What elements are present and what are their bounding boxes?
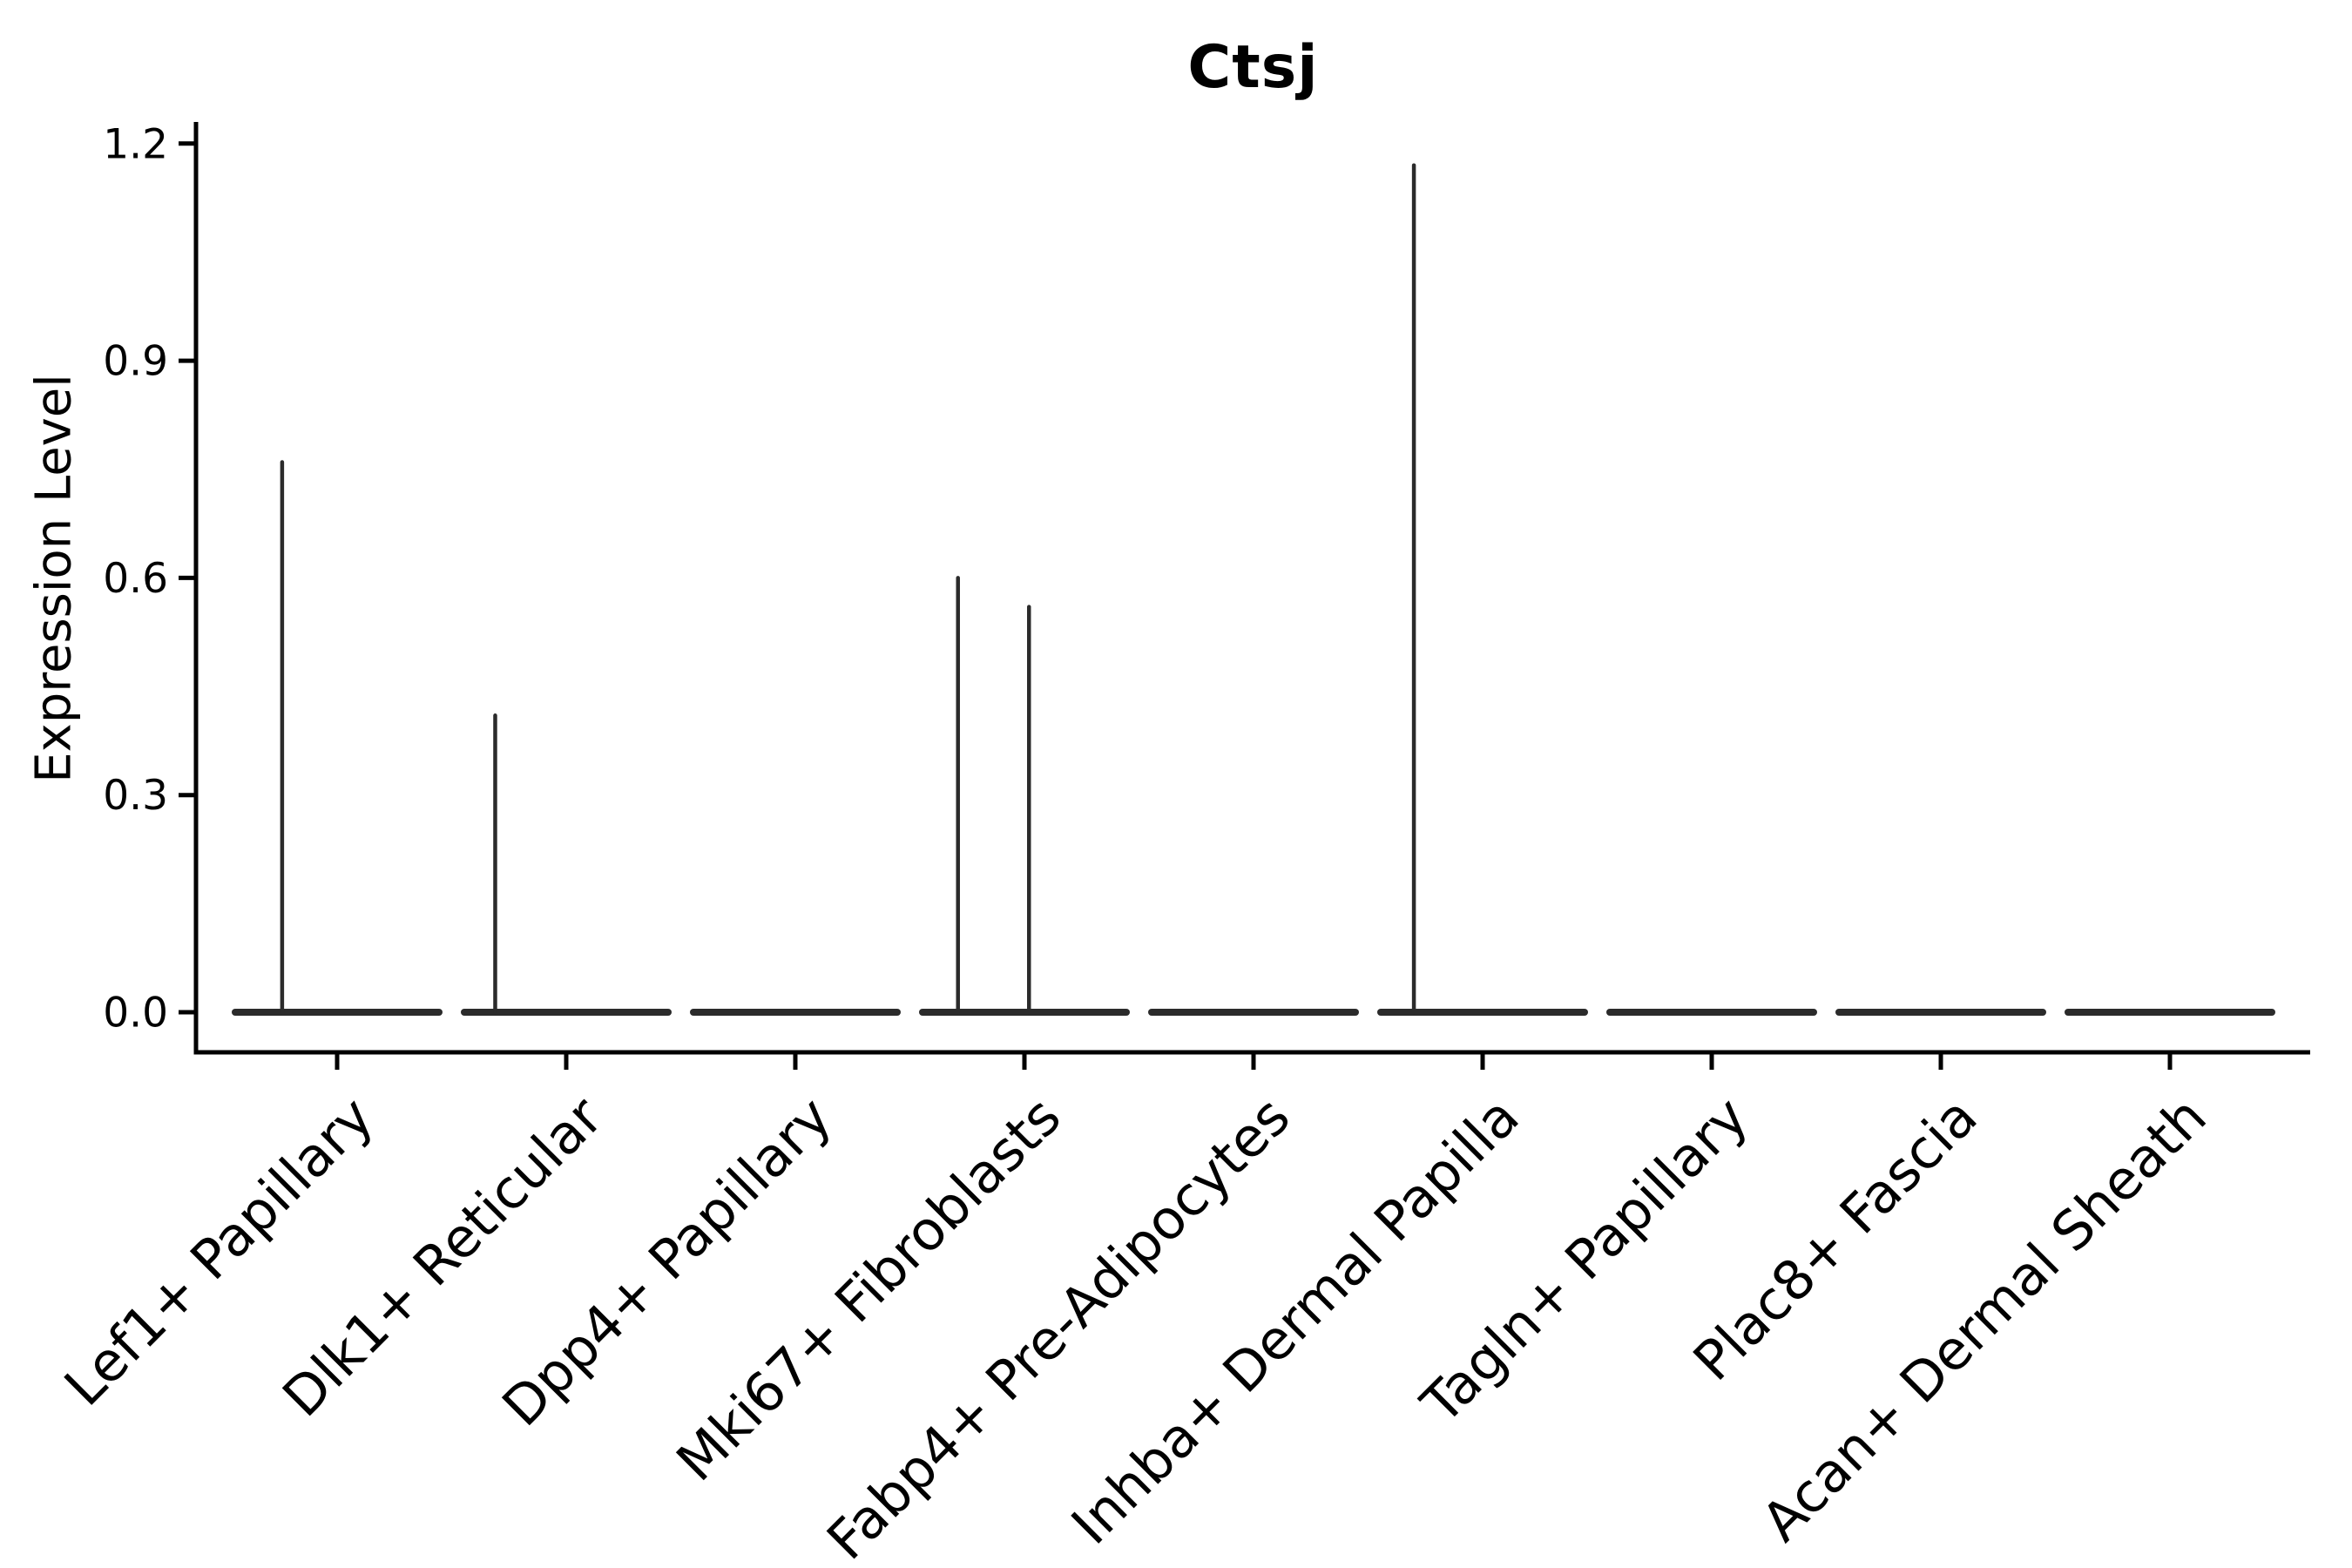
violin-body	[232, 1009, 443, 1016]
y-tick-label: 0.0	[103, 989, 168, 1037]
axis-spines	[193, 122, 2310, 1055]
violin-body	[1148, 1009, 1359, 1016]
y-tick-label: 1.2	[103, 120, 168, 168]
violin-body	[919, 1009, 1130, 1016]
violin-body	[1835, 1009, 2046, 1016]
x-tick-label: Acan+ Dermal Sheath	[1749, 1085, 2218, 1553]
violin-body	[461, 1009, 672, 1016]
x-tick-label: Fabp4+ Pre-Adipocytes	[814, 1085, 1301, 1568]
x-tick-label: Inhba+ Dermal Papilla	[1059, 1085, 1531, 1557]
y-tick-label: 0.3	[103, 772, 168, 820]
violin-body	[1606, 1009, 1817, 1016]
violin-body	[690, 1009, 901, 1016]
violin-body	[2065, 1009, 2275, 1016]
plot-title: Ctsj	[1187, 33, 1319, 102]
x-tick-label: Mki67+ Fibroblasts	[664, 1085, 1072, 1493]
y-tick-label: 0.6	[103, 555, 168, 603]
violin-body	[1377, 1009, 1588, 1016]
y-tick-label: 0.9	[103, 338, 168, 386]
